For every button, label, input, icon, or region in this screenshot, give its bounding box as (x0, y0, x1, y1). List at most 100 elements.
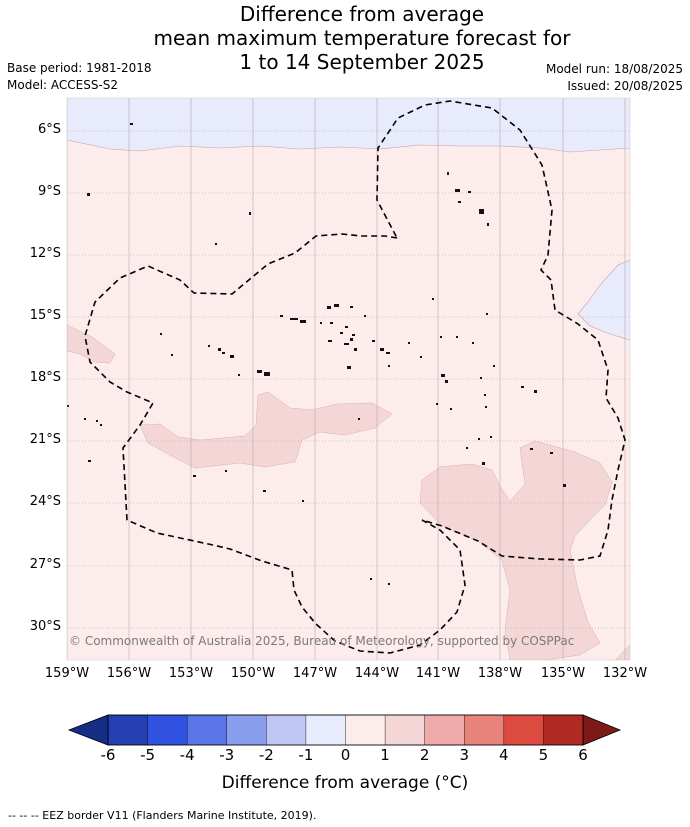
longitude-label: 150°W (230, 666, 276, 681)
meta-right: Model run: 18/08/2025 Issued: 20/08/2025 (546, 61, 683, 95)
island (482, 462, 485, 465)
gridlines (67, 98, 630, 660)
longitude-label: 141°W (415, 666, 461, 681)
latitude-label: 27°S (29, 557, 61, 572)
island (350, 338, 353, 341)
colorbar (67, 714, 622, 746)
island (160, 333, 162, 335)
island (408, 342, 410, 344)
colorbar-high-extend (582, 714, 622, 746)
colorbar-tick: -3 (219, 746, 235, 764)
island (87, 193, 90, 196)
longitude-label: 156°W (106, 666, 152, 681)
island (456, 336, 458, 338)
island (96, 420, 98, 422)
colorbar-tick: -6 (100, 746, 116, 764)
island (534, 390, 537, 393)
island (352, 334, 355, 336)
warm-anomaly-west (67, 324, 116, 364)
colorbar-bin (226, 714, 267, 746)
island (238, 374, 240, 376)
island (249, 212, 251, 215)
colorbar-tick: -1 (298, 746, 314, 764)
island (388, 365, 390, 367)
colorbar-bin (107, 714, 149, 746)
longitude-label: 132°W (602, 666, 648, 681)
issued-date: Issued: 20/08/2025 (567, 79, 683, 93)
longitude-label: 159°W (44, 666, 90, 681)
colorbar-bin (147, 714, 188, 746)
warm-anomaly-central (139, 391, 393, 469)
island (521, 386, 524, 388)
contour-lines (67, 139, 630, 341)
island (330, 322, 333, 324)
colorbar-label: Difference from average (°C) (221, 773, 469, 793)
island (372, 340, 375, 342)
island (432, 298, 434, 300)
island (171, 354, 173, 356)
island (493, 365, 495, 367)
colorbar-bin (345, 714, 386, 746)
island (370, 578, 372, 580)
island (466, 447, 468, 449)
island (563, 484, 566, 487)
island (215, 243, 217, 245)
island (100, 424, 102, 426)
cool-anomaly-east (578, 260, 630, 340)
island (302, 500, 304, 502)
warm-anomaly-corner (614, 644, 630, 660)
latitude-label: 9°S (37, 184, 61, 199)
island (264, 372, 270, 376)
colorbar-tick: -2 (258, 746, 274, 764)
island (468, 191, 471, 193)
island (388, 583, 390, 585)
island (472, 342, 474, 344)
island (290, 318, 298, 320)
eez-borders (84, 100, 626, 654)
island (345, 326, 348, 328)
base-period: Base period: 1981-2018 (7, 61, 152, 75)
longitude-label: 147°W (292, 666, 338, 681)
island (218, 348, 221, 351)
latitude-label: 21°S (29, 432, 61, 447)
model-name: Model: ACCESS-S2 (7, 78, 119, 92)
map-frame (66, 97, 631, 661)
colorbar-bin (305, 714, 346, 746)
title-line-1: Difference from average (239, 2, 485, 26)
latitude-label: 30°S (29, 619, 61, 634)
island (222, 352, 225, 354)
longitude-label: 144°W (354, 666, 400, 681)
island (88, 460, 91, 462)
colorbar-bin (266, 714, 307, 746)
island (225, 470, 227, 472)
colorbar-bin (543, 714, 584, 746)
colorbar-tick: 6 (578, 746, 588, 764)
colorbar-bins (107, 714, 584, 746)
colorbar-tick: -5 (140, 746, 156, 764)
island (436, 403, 438, 405)
latitude-label: 15°S (29, 308, 61, 323)
longitude-label: 135°W (540, 666, 586, 681)
colorbar-tick: 3 (459, 746, 470, 764)
title-line-2: mean maximum temperature forecast for (153, 26, 571, 50)
eez-legend: -- -- -- EEZ border V11 (Flanders Marine… (8, 809, 317, 822)
longitude-label: 138°W (477, 666, 523, 681)
island (328, 340, 332, 342)
island (344, 343, 349, 345)
island (300, 320, 306, 323)
colorbar-bin (503, 714, 544, 746)
colorbar-bin (186, 714, 228, 746)
colorbar-tick: 4 (499, 746, 509, 764)
title-line-3: 1 to 14 September 2025 (239, 50, 485, 74)
island (447, 172, 449, 175)
island (455, 189, 460, 192)
colorbar-bin (464, 714, 505, 746)
colorbar-low-extend (67, 714, 109, 746)
island (347, 366, 351, 369)
island (550, 452, 553, 454)
island (450, 408, 452, 410)
map-area: © Commonwealth of Australia 2025, Bureau… (67, 98, 630, 660)
colorbar-tick: 5 (538, 746, 549, 764)
colorbar-tick: 0 (340, 746, 351, 764)
island (193, 475, 196, 477)
